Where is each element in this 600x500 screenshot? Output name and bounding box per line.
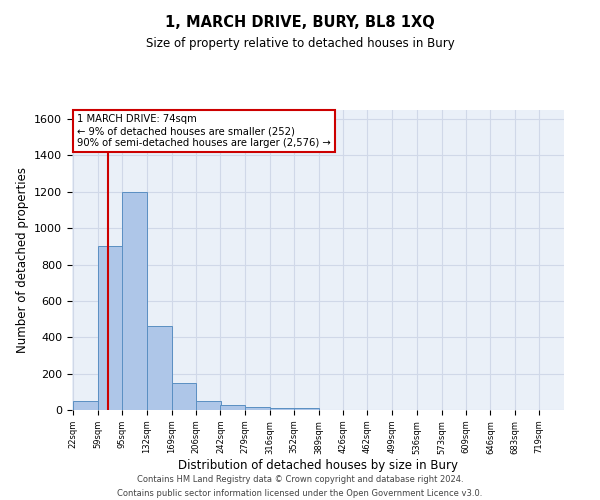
Bar (98, 246, 123, 410)
Y-axis label: Number of detached properties: Number of detached properties (16, 167, 29, 353)
Text: 1, MARCH DRIVE, BURY, BL8 1XQ: 1, MARCH DRIVE, BURY, BL8 1XQ (165, 15, 435, 30)
Bar (220, 406, 245, 410)
Text: 1 MARCH DRIVE: 74sqm
← 9% of detached houses are smaller (252)
90% of semi-detac: 1 MARCH DRIVE: 74sqm ← 9% of detached ho… (77, 114, 331, 148)
Bar (294, 408, 319, 410)
Bar (122, 192, 147, 410)
Bar (73, 401, 98, 410)
Bar (172, 382, 196, 410)
Bar (270, 408, 295, 410)
X-axis label: Distribution of detached houses by size in Bury: Distribution of detached houses by size … (178, 460, 458, 472)
Bar (196, 401, 221, 410)
Text: Size of property relative to detached houses in Bury: Size of property relative to detached ho… (146, 38, 454, 51)
Text: Contains HM Land Registry data © Crown copyright and database right 2024.
Contai: Contains HM Land Registry data © Crown c… (118, 476, 482, 498)
Bar (245, 408, 270, 410)
Bar (147, 326, 172, 410)
